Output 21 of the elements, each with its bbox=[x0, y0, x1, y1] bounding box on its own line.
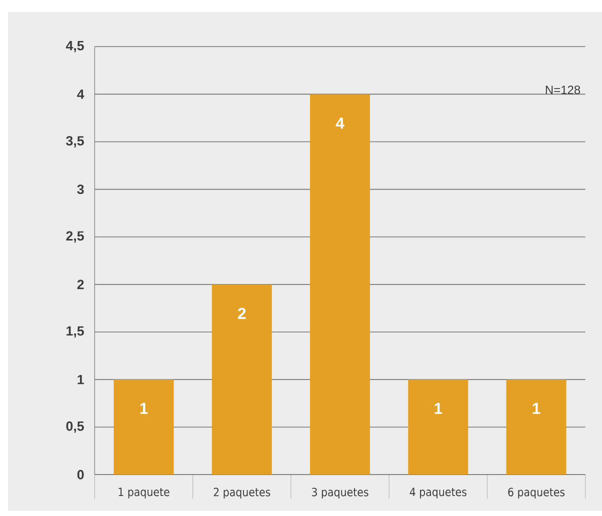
x-tick-label: 3 paquetes bbox=[312, 488, 368, 499]
data-label: 4 bbox=[336, 118, 344, 129]
x-tick-label: 2 paquetes bbox=[214, 488, 270, 499]
y-tick-label: 2,5 bbox=[66, 231, 84, 243]
x-tick-label: 6 paquetes bbox=[508, 488, 565, 499]
data-label: 2 bbox=[238, 308, 246, 319]
annotation: N=128 bbox=[546, 86, 580, 94]
data-label: 1 bbox=[532, 402, 540, 414]
data-label: 1 bbox=[140, 402, 148, 414]
x-tick-label: 1 paquete bbox=[118, 488, 170, 498]
y-tick-label: 3 bbox=[77, 184, 84, 194]
data-label: 1 bbox=[434, 402, 442, 414]
y-tick-label: 4,5 bbox=[66, 41, 84, 52]
y-tick-label: 3,5 bbox=[66, 136, 84, 148]
y-tick-label: 2 bbox=[77, 280, 84, 290]
y-tick-label: 4 bbox=[77, 90, 84, 99]
y-tick-label: 1,5 bbox=[66, 326, 84, 338]
y-tick-label: 1 bbox=[78, 374, 84, 384]
x-tick-label: 4 paquetes bbox=[410, 488, 466, 498]
y-tick-label: 0 bbox=[77, 470, 84, 480]
y-tick-label: 0,5 bbox=[66, 421, 84, 433]
